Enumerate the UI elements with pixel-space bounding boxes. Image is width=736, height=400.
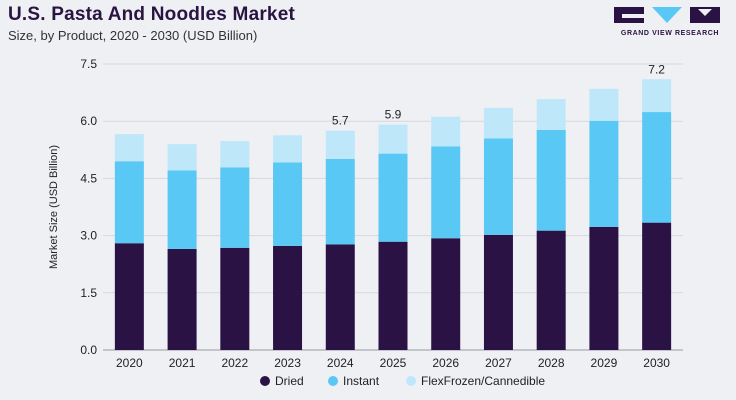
legend-marker: [406, 376, 416, 386]
x-tick-label: 2028: [538, 356, 565, 370]
x-tick-label: 2030: [643, 356, 670, 370]
y-tick-label: 7.5: [80, 57, 97, 71]
legend-marker: [328, 376, 338, 386]
bar-dried-2022: [220, 247, 250, 350]
data-label: 5.9: [385, 108, 402, 122]
y-tick-label: 3.0: [80, 229, 97, 243]
bar-flexfrozen-cannedible-2029: [589, 88, 619, 121]
bar-dried-2023: [273, 245, 303, 350]
bar-instant-2023: [273, 162, 303, 246]
bar-instant-2021: [167, 170, 197, 249]
x-tick-label: 2021: [169, 356, 196, 370]
chart-subtitle: Size, by Product, 2020 - 2030 (USD Billi…: [8, 28, 258, 43]
x-tick-label: 2026: [432, 356, 459, 370]
x-tick-label: 2029: [591, 356, 618, 370]
bar-dried-2027: [483, 234, 513, 350]
x-tick-label: 2025: [380, 356, 407, 370]
bar-instant-2025: [378, 153, 408, 242]
bar-flexfrozen-cannedible-2030: [642, 79, 672, 113]
y-tick-label: 0.0: [80, 343, 97, 357]
bar-dried-2024: [325, 244, 355, 350]
bar-dried-2025: [378, 241, 408, 350]
data-label: 7.2: [648, 62, 665, 76]
logo-text: GRAND VIEW RESEARCH: [620, 30, 720, 37]
data-label: 5.7: [332, 114, 349, 128]
bar-dried-2030: [642, 222, 672, 350]
bar-flexfrozen-cannedible-2021: [167, 144, 197, 171]
bar-instant-2030: [642, 112, 672, 223]
x-tick-label: 2020: [116, 356, 143, 370]
bar-dried-2028: [536, 230, 566, 350]
bar-dried-2021: [167, 248, 197, 350]
bar-instant-2026: [431, 146, 461, 239]
bar-flexfrozen-cannedible-2024: [325, 130, 355, 159]
legend-marker: [260, 376, 270, 386]
y-axis-label: Market Size (USD Billion): [48, 145, 60, 269]
bar-flexfrozen-cannedible-2020: [114, 134, 144, 162]
grand-view-research-logo-icon: [614, 7, 720, 23]
x-tick-label: 2023: [274, 356, 301, 370]
bar-flexfrozen-cannedible-2027: [483, 107, 513, 139]
legend-label: FlexFrozen/Cannedible: [421, 374, 545, 388]
legend-label: Instant: [343, 374, 380, 388]
chart-title: U.S. Pasta And Noodles Market: [8, 4, 295, 25]
legend-label: Dried: [275, 374, 304, 388]
x-tick-label: 2024: [327, 356, 354, 370]
x-tick-label: 2022: [221, 356, 248, 370]
bar-flexfrozen-cannedible-2025: [378, 124, 408, 154]
y-tick-label: 4.5: [80, 171, 97, 185]
bar-instant-2020: [114, 161, 144, 244]
bar-dried-2029: [589, 226, 619, 350]
bar-instant-2022: [220, 167, 250, 248]
bar-instant-2024: [325, 158, 355, 245]
bar-flexfrozen-cannedible-2028: [536, 99, 566, 130]
y-tick-label: 6.0: [80, 114, 97, 128]
bar-flexfrozen-cannedible-2023: [273, 135, 303, 163]
x-tick-label: 2027: [485, 356, 512, 370]
bar-instant-2027: [483, 138, 513, 235]
y-tick-label: 1.5: [80, 286, 97, 300]
bar-instant-2029: [589, 120, 619, 227]
bar-dried-2026: [431, 238, 461, 350]
bar-flexfrozen-cannedible-2022: [220, 141, 250, 168]
bar-instant-2028: [536, 129, 566, 231]
bar-flexfrozen-cannedible-2026: [431, 116, 461, 147]
bar-dried-2020: [114, 243, 144, 350]
